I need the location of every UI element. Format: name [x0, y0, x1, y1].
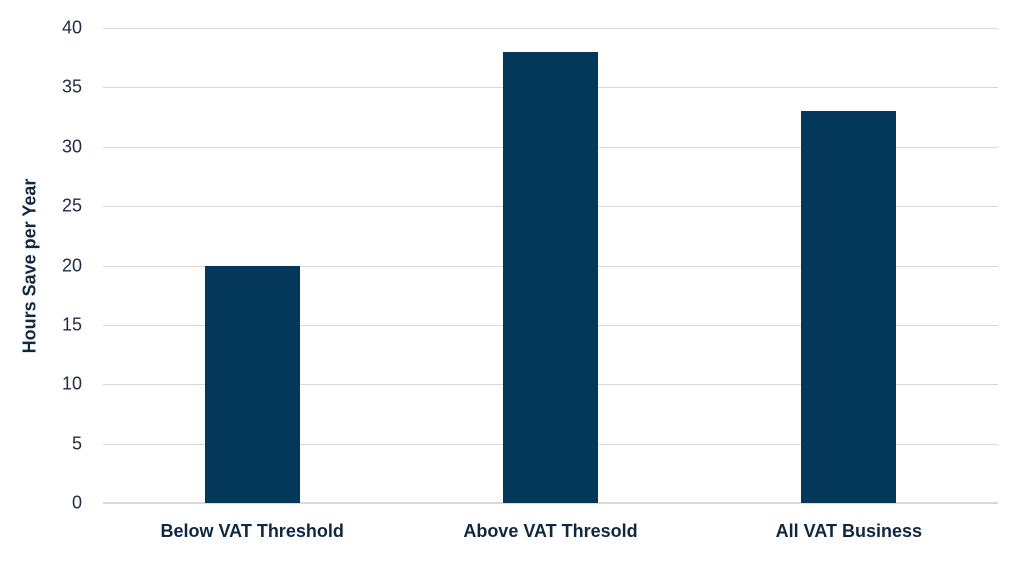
y-tick-label: 40	[61, 17, 82, 38]
bar	[204, 265, 300, 503]
bar	[801, 111, 897, 503]
y-tick-label: 0	[71, 492, 82, 513]
x-category-label: All VAT Business	[775, 521, 923, 541]
y-tick-label: 35	[61, 76, 82, 97]
x-category-label: Above VAT Thresold	[463, 521, 638, 541]
y-tick-label: 10	[61, 373, 82, 394]
y-tick-label: 15	[61, 314, 82, 335]
y-axis-label: Hours Save per Year	[19, 178, 40, 354]
y-tick-label: 20	[61, 255, 82, 275]
x-category-label: Below VAT Threshold	[160, 521, 344, 541]
y-tick-label: 25	[61, 195, 82, 216]
y-tick-label: 30	[61, 136, 82, 157]
bar	[503, 51, 598, 503]
x-axis-line	[103, 502, 998, 504]
y-tick-label: 5	[71, 433, 82, 454]
gridline	[103, 28, 998, 29]
